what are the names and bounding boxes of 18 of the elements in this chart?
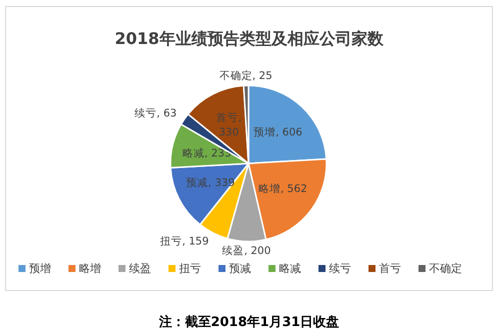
legend-label: 续盈	[129, 262, 151, 275]
data-label: 扭亏, 159	[160, 235, 209, 248]
text: 注：截至2018年1月31日收盘	[158, 314, 340, 330]
legend-label: 略减	[279, 262, 301, 275]
data-label: 首亏, 330	[216, 112, 242, 139]
legend-label: 略增	[79, 262, 101, 275]
data-label: 续盈, 200	[222, 244, 271, 257]
data-label: 预增, 606	[254, 126, 303, 138]
legend-label: 首亏	[379, 262, 401, 275]
legend-label: 不确定	[429, 262, 462, 275]
chart-title: 2018年业绩预告类型及相应公司家数	[114, 29, 384, 48]
legend-label: 续亏	[329, 262, 351, 275]
data-label: 续亏, 63	[134, 106, 177, 120]
legend-label: 预减	[229, 262, 251, 275]
legend-label: 预增	[29, 262, 51, 275]
data-label: 不确定, 25	[219, 69, 272, 82]
legend-label: 扭亏	[179, 262, 201, 275]
data-label: 略增, 562	[258, 183, 308, 196]
